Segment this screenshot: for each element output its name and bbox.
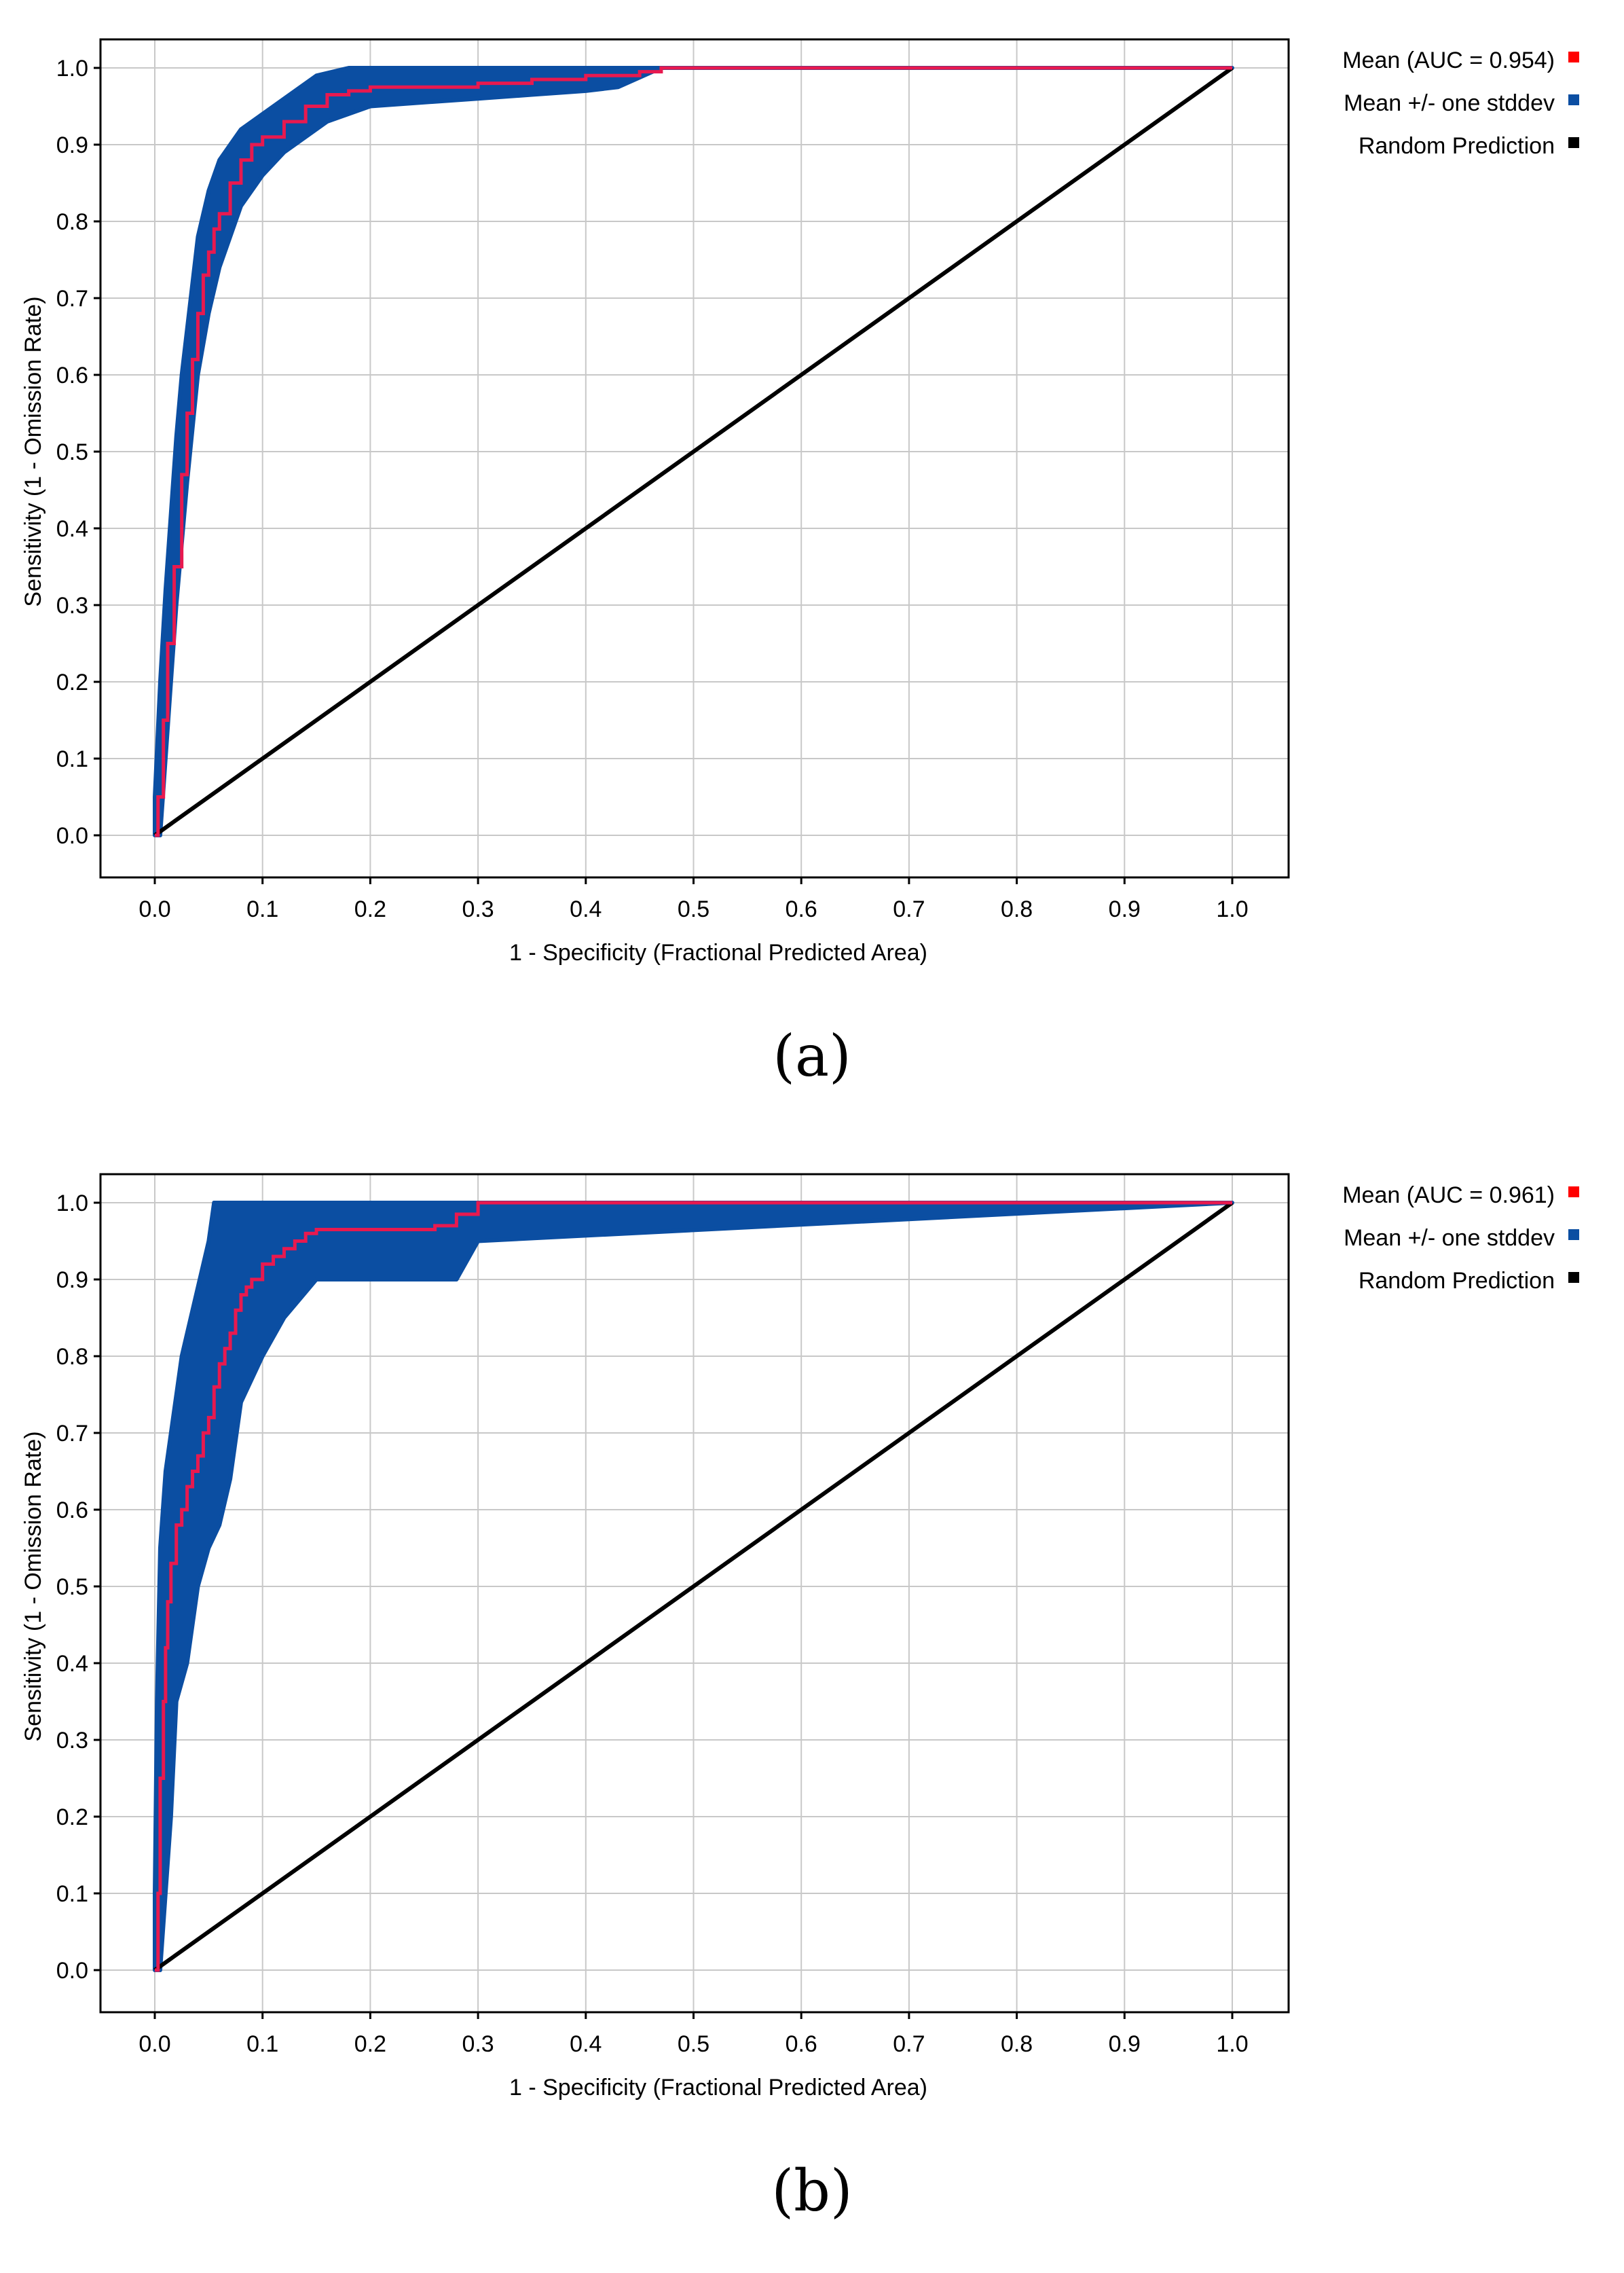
chart-b-y-tick-label: 0.8 [56,1344,88,1370]
chart-b-y-tick-label: 0.3 [56,1728,88,1753]
chart-a-mean-roc-line [155,66,1232,837]
chart-b-y-tick-label: 0.2 [56,1804,88,1830]
chart-b-legend-swatch [1568,1229,1579,1240]
chart-a-x-tick-label: 0.4 [570,896,602,922]
chart-b-x-tick-label: 1.0 [1216,2031,1248,2057]
roc-chart-a-svg: 0.0 0.1 0.2 0.3 0.4 0.5 0.6 0.7 0.8 0.9 1.0 0.0 0.1 0… [20,38,1579,1089]
chart-a-random-prediction-line [153,66,1234,837]
chart-a-legend-swatch [1568,137,1579,148]
chart-b-y-tick-label: 1.0 [56,1190,88,1216]
chart-b-x-tick-label: 0.0 [139,2031,170,2057]
chart-a-x-tick-label: 0.6 [786,896,817,922]
chart-a-legend-swatch [1568,52,1579,62]
chart-a-y-tick-label: 0.4 [56,516,88,542]
chart-b-x-tick-label: 0.6 [786,2031,817,2057]
chart-b-x-tick-label: 0.3 [462,2031,494,2057]
chart-a-x-tick-label: 0.0 [139,896,170,922]
chart-b-y-tick-label: 0.9 [56,1267,88,1293]
chart-b-panel-caption: (b) [771,2158,852,2224]
chart-a-y-tick-label: 0.0 [56,823,88,849]
chart-a-x-tick-label: 0.5 [678,896,709,922]
chart-b-legend-swatch [1568,1186,1579,1197]
chart-a-x-tick-label: 1.0 [1216,896,1248,922]
chart-b-legend: Mean (AUC = 0.961) Mean +/- one stddev Ran… [1342,1182,1579,1294]
chart-b-legend-swatch [1568,1272,1579,1283]
chart-a-legend-label: Mean +/- one stddev [1344,90,1555,116]
chart-a-y-axis-label: Sensitivity (1 - Omission Rate) [20,296,46,606]
chart-a-x-tick-label: 0.7 [893,896,925,922]
chart-b-x-tick-label: 0.9 [1109,2031,1141,2057]
chart-a-y-tick-label: 0.1 [56,746,88,772]
chart-a-x-tick-label: 0.2 [354,896,386,922]
chart-b-legend-label: Mean +/- one stddev [1344,1225,1555,1251]
chart-b-x-axis-label: 1 - Specificity (Fractional Predicted Ar… [509,2075,927,2101]
chart-a-y-tick-label: 0.3 [56,593,88,619]
chart-b-x-tick-label: 0.5 [678,2031,709,2057]
chart-a-x-tick-label: 0.8 [1001,896,1033,922]
chart-a-y-tick-label: 0.5 [56,439,88,465]
chart-b-y-tick-label: 0.0 [56,1958,88,1984]
chart-a-y-tick-label: 0.9 [56,132,88,158]
chart-b-x-tick-label: 0.2 [354,2031,386,2057]
chart-b-legend-label: Random Prediction [1359,1268,1555,1294]
roc-chart-panel-a: 0.0 0.1 0.2 0.3 0.4 0.5 0.6 0.7 0.8 0.9 1.0 0.0 0.1 0… [0,0,1624,1135]
chart-a-plot-area [100,39,1289,877]
chart-b-x-tick-label: 0.8 [1001,2031,1033,2057]
chart-a-legend-label: Random Prediction [1359,133,1555,159]
chart-a-x-tick-label: 0.9 [1109,896,1141,922]
chart-a-y-tick-label: 0.7 [56,286,88,312]
chart-b-y-axis-label: Sensitivity (1 - Omission Rate) [20,1431,46,1741]
chart-b-y-tick-label: 0.6 [56,1497,88,1523]
chart-b-y-tick-label: 0.5 [56,1574,88,1600]
chart-a-x-axis-label: 1 - Specificity (Fractional Predicted Ar… [509,940,927,966]
roc-chart-panel-b: 0.0 0.1 0.2 0.3 0.4 0.5 0.6 0.7 0.8 0.9 1.0 0.0 0.1 0… [0,1135,1624,2270]
chart-b-random-prediction-line [153,1201,1234,1972]
chart-a-legend-swatch [1568,94,1579,105]
chart-a-y-tick-label: 1.0 [56,56,88,81]
chart-a-legend-label: Mean (AUC = 0.954) [1342,48,1555,73]
chart-a-legend: Mean (AUC = 0.954) Mean +/- one stddev Ran… [1342,48,1579,159]
chart-b-x-tick-label: 0.7 [893,2031,925,2057]
chart-a-x-tick-label: 0.1 [246,896,278,922]
chart-b-y-tick-label: 0.1 [56,1881,88,1907]
chart-a-y-tick-label: 0.8 [56,209,88,235]
chart-b-x-tick-label: 0.1 [246,2031,278,2057]
roc-chart-b-svg: 0.0 0.1 0.2 0.3 0.4 0.5 0.6 0.7 0.8 0.9 1.0 0.0 0.1 0… [20,1173,1579,2224]
chart-b-x-tick-label: 0.4 [570,2031,602,2057]
chart-b-y-tick-label: 0.7 [56,1421,88,1447]
chart-b-plot-area [100,1174,1289,2012]
chart-a-y-tick-label: 0.2 [56,670,88,695]
chart-a-x-tick-label: 0.3 [462,896,494,922]
chart-b-mean-roc-line [155,1201,1232,1972]
chart-b-y-tick-label: 0.4 [56,1651,88,1677]
chart-a-y-tick-label: 0.6 [56,363,88,388]
chart-b-legend-label: Mean (AUC = 0.961) [1342,1182,1555,1208]
chart-a-panel-caption: (a) [773,1023,851,1089]
